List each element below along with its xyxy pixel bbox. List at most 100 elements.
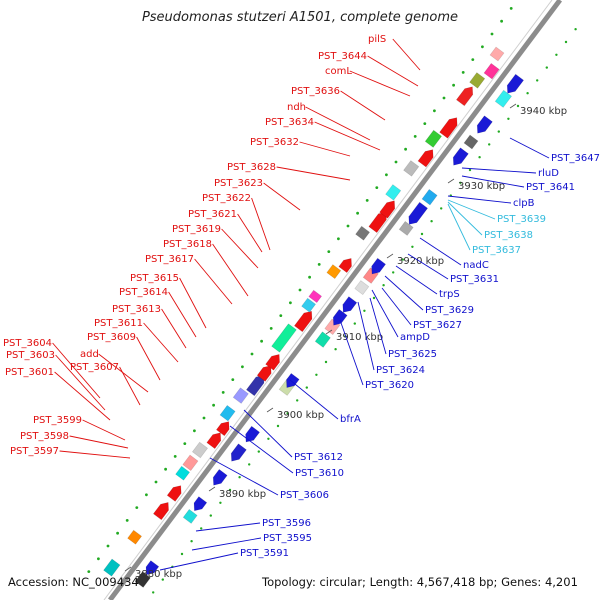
gene-reverse-10[interactable] xyxy=(314,331,331,348)
gap-marker xyxy=(202,416,206,420)
summary-text: Topology: circular; Length: 4,567,418 bp… xyxy=(262,575,578,589)
ruler-tick-label-1: 3880 kbp xyxy=(135,569,182,580)
gene-reverse-5[interactable] xyxy=(212,468,228,486)
gene-forward-9[interactable] xyxy=(215,421,230,437)
gene-reverse-24[interactable] xyxy=(506,73,525,94)
leader-line-right xyxy=(371,289,399,338)
gap-marker xyxy=(221,391,225,394)
label-pst-3612: PST_3612 xyxy=(294,452,343,463)
gene-reverse-4[interactable] xyxy=(193,496,208,512)
leader-line-left xyxy=(54,371,111,421)
label-pst-3625: PST_3625 xyxy=(388,349,437,360)
leader-line-left xyxy=(340,90,386,121)
leader-line-right xyxy=(229,425,294,474)
gap-marker xyxy=(180,552,184,556)
gene-reverse-20[interactable] xyxy=(452,147,469,166)
gene-forward-13[interactable] xyxy=(256,365,272,382)
gap-marker xyxy=(315,373,318,376)
label-pst-3632: PST_3632 xyxy=(250,137,299,148)
ruler-tick xyxy=(325,329,333,335)
gene-forward-30[interactable] xyxy=(469,72,486,89)
gene-forward-26[interactable] xyxy=(417,149,434,168)
label-coml: comL xyxy=(325,66,352,77)
gene-reverse-2[interactable] xyxy=(145,560,160,576)
label-pst-3644: PST_3644 xyxy=(318,51,367,62)
label-nadc: nadC xyxy=(463,260,489,271)
label-pst-3627: PST_3627 xyxy=(413,320,462,331)
gap-marker xyxy=(497,130,500,133)
gene-forward-5[interactable] xyxy=(175,465,191,481)
gap-marker xyxy=(363,309,366,312)
gap-marker xyxy=(257,450,260,453)
gene-reverse-18[interactable] xyxy=(408,201,429,225)
ruler-tick xyxy=(124,566,132,572)
gene-reverse-17[interactable] xyxy=(398,220,414,236)
label-pst-3597: PST_3597 xyxy=(10,446,59,457)
gene-forward-32[interactable] xyxy=(489,46,505,62)
label-pst-3623: PST_3623 xyxy=(214,178,263,189)
gene-forward-18[interactable] xyxy=(308,289,323,304)
leader-line-left xyxy=(349,70,411,97)
gene-forward-23[interactable] xyxy=(379,200,396,219)
gene-forward-20[interactable] xyxy=(338,258,352,274)
gap-marker xyxy=(411,245,414,248)
gene-forward-4[interactable] xyxy=(166,485,182,502)
gap-marker xyxy=(145,493,148,497)
gene-reverse-3[interactable] xyxy=(182,508,198,524)
gap-marker xyxy=(404,147,407,151)
gene-reverse-22[interactable] xyxy=(476,115,493,134)
leader-line-right xyxy=(447,201,483,236)
gap-marker xyxy=(193,429,196,433)
leader-line-right xyxy=(384,275,424,311)
gene-forward-8[interactable] xyxy=(206,432,222,450)
ruler-tick-label-6: 3930 kbp xyxy=(458,181,505,192)
gene-reverse-16[interactable] xyxy=(371,257,387,275)
gene-forward-29[interactable] xyxy=(455,86,474,107)
gene-forward-11[interactable] xyxy=(232,387,249,404)
leader-line-right xyxy=(447,203,471,251)
leader-line-right xyxy=(381,287,412,326)
gene-forward-28[interactable] xyxy=(439,117,458,139)
backbone-shadow xyxy=(103,0,553,600)
gene-forward-31[interactable] xyxy=(483,62,500,80)
gene-forward-10[interactable] xyxy=(219,404,236,422)
gene-reverse-7[interactable] xyxy=(245,425,261,443)
leader-line-left xyxy=(59,450,131,459)
gap-marker xyxy=(87,570,91,573)
ruler-tick-label-4: 3910 kbp xyxy=(336,332,383,343)
gene-forward-21[interactable] xyxy=(355,225,371,241)
gene-reverse-6[interactable] xyxy=(230,443,247,462)
gene-reverse-1[interactable] xyxy=(134,571,151,588)
ruler-tick xyxy=(509,103,517,109)
gap-marker xyxy=(356,211,359,215)
gap-marker xyxy=(507,117,510,121)
gene-forward-7[interactable] xyxy=(191,441,209,459)
gene-forward-24[interactable] xyxy=(385,184,402,201)
gene-forward-14[interactable] xyxy=(265,354,280,371)
leader-line-left xyxy=(136,336,161,381)
gene-reverse-21[interactable] xyxy=(463,134,479,150)
gap-marker xyxy=(324,360,328,364)
gap-marker xyxy=(433,109,436,113)
gap-marker xyxy=(536,79,539,82)
gene-forward-6[interactable] xyxy=(182,454,199,472)
gap-marker xyxy=(173,455,177,458)
gene-reverse-14[interactable] xyxy=(354,280,370,296)
gene-forward-15[interactable] xyxy=(271,323,297,353)
gene-forward-19[interactable] xyxy=(326,264,342,280)
label-pst-3634: PST_3634 xyxy=(265,117,314,128)
gene-forward-16[interactable] xyxy=(293,310,313,333)
gene-reverse-19[interactable] xyxy=(421,188,438,206)
gene-forward-3[interactable] xyxy=(152,502,169,521)
gene-forward-1[interactable] xyxy=(103,558,121,577)
gene-forward-25[interactable] xyxy=(403,160,420,177)
label-pst-3613: PST_3613 xyxy=(112,304,161,315)
gene-forward-2[interactable] xyxy=(127,529,143,545)
gene-reverse-9[interactable] xyxy=(286,372,300,388)
gene-reverse-23[interactable] xyxy=(494,89,513,108)
gene-forward-27[interactable] xyxy=(424,129,443,148)
ruler-tick xyxy=(208,486,216,492)
gene-reverse-13[interactable] xyxy=(342,296,358,313)
gene-forward-17[interactable] xyxy=(301,297,317,313)
